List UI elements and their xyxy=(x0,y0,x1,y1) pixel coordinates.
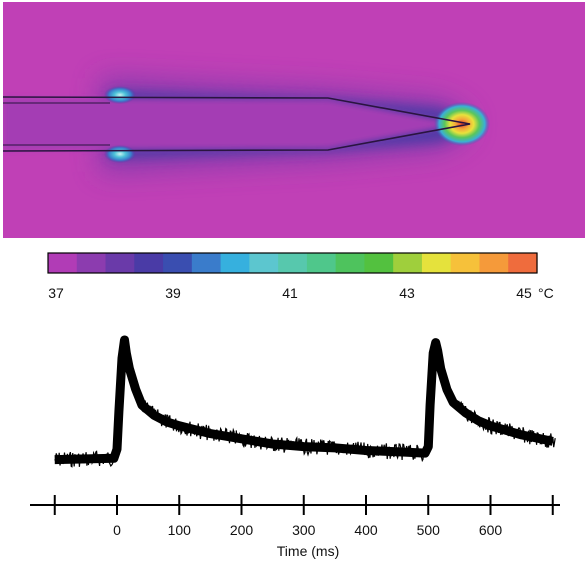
temperature-trace xyxy=(54,335,554,465)
time-axis: 0 100 200 300 400 500 600 xyxy=(30,495,560,538)
x-tick-label: 200 xyxy=(230,522,254,538)
hotspot-lower-edge xyxy=(104,145,136,163)
x-tick-label: 500 xyxy=(417,522,441,538)
probe-body xyxy=(3,98,462,150)
colorbar-segment xyxy=(450,253,481,273)
colorbar-tick-label: 45 xyxy=(516,285,532,301)
colorbar-segment xyxy=(508,253,538,273)
x-tick-label: 300 xyxy=(292,522,316,538)
colorbar-tick-label: 41 xyxy=(282,285,298,301)
colorbar-segment xyxy=(134,253,164,273)
colorbar-segment xyxy=(393,253,423,273)
time-trace xyxy=(54,335,556,468)
colorbar-segment xyxy=(306,253,337,273)
colorbar-segment xyxy=(105,253,135,273)
x-axis-label: Time (ms) xyxy=(277,543,339,559)
colorbar-segment xyxy=(421,253,452,273)
colorbar-labels: 37 39 41 43 45 °C xyxy=(48,285,554,301)
colorbar-tick-label: 43 xyxy=(399,285,415,301)
hotspot-tip xyxy=(434,102,490,146)
colorbar-segment xyxy=(479,253,509,273)
colorbar-segment xyxy=(191,253,222,273)
colorbar-segment xyxy=(364,253,394,273)
colorbar xyxy=(47,252,538,274)
colorbar-tick-label: 39 xyxy=(165,285,181,301)
x-tick-label: 0 xyxy=(113,522,121,538)
thermal-map xyxy=(3,2,585,238)
probe-inner-line xyxy=(3,102,110,146)
colorbar-segment xyxy=(163,253,193,273)
x-tick-label: 400 xyxy=(354,522,378,538)
colorbar-segment xyxy=(220,253,250,273)
colorbar-segment xyxy=(335,253,366,273)
colorbar-segment xyxy=(249,253,279,273)
colorbar-segment xyxy=(76,253,107,273)
colorbar-unit: °C xyxy=(538,285,554,301)
colorbar-frame xyxy=(47,252,538,274)
hotspot-upper-edge xyxy=(104,86,136,104)
colorbar-segment xyxy=(48,253,78,273)
colorbar-tick-label: 37 xyxy=(48,285,64,301)
colorbar-segment xyxy=(278,253,308,273)
probe-outline xyxy=(3,96,471,152)
temperature-trace-noise xyxy=(54,336,556,468)
x-tick-label: 600 xyxy=(479,522,503,538)
x-tick-label: 100 xyxy=(168,522,192,538)
